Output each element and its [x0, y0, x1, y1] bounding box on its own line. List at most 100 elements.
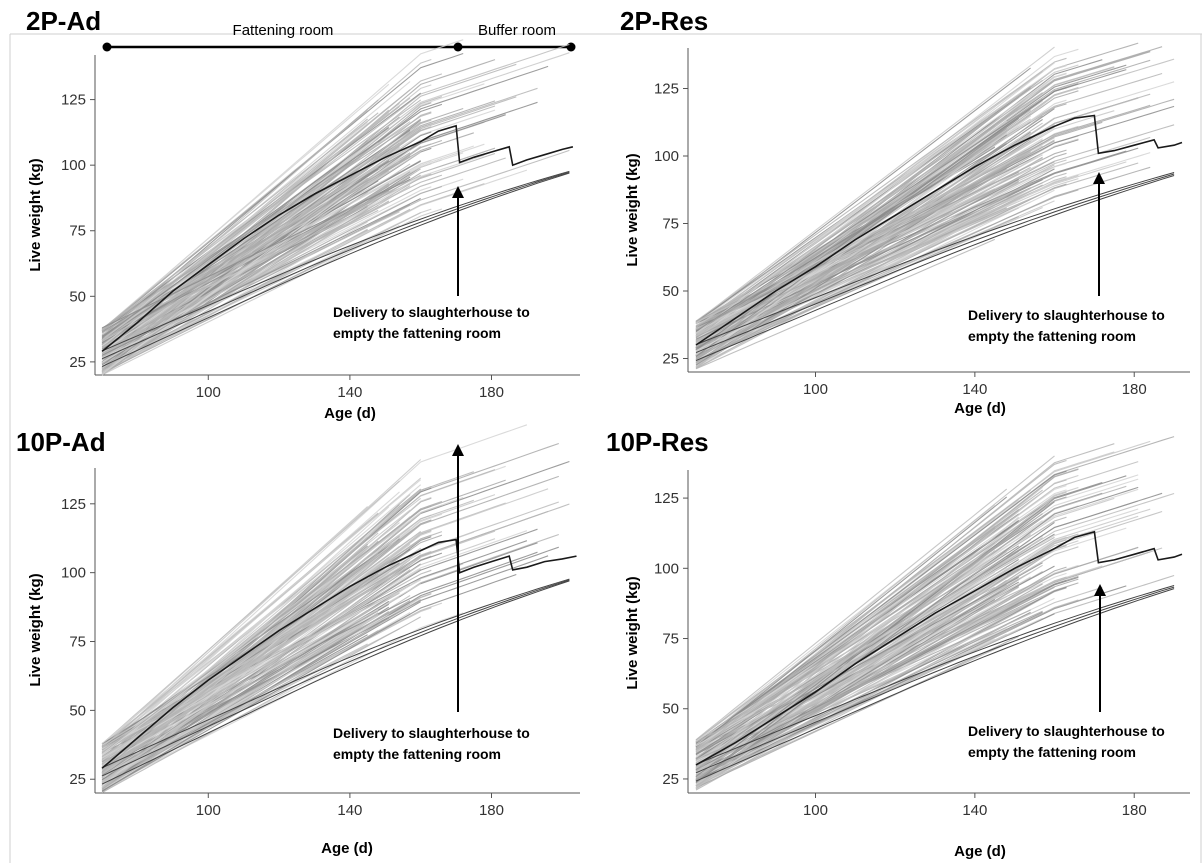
- pig-curve-lower: [101, 578, 570, 769]
- pig-curve: [695, 609, 1031, 761]
- pig-curve: [101, 607, 432, 776]
- pig-curve: [101, 491, 400, 755]
- pig-curve: [695, 586, 996, 743]
- panel-10p-res: 10P-Res 25 50 75 100 125 100 140 180 Age (d) L…: [606, 427, 1190, 860]
- y-tick-label: 50: [69, 288, 86, 305]
- pig-curve: [695, 87, 1067, 351]
- pig-curve: [695, 492, 1175, 752]
- pig-curve: [101, 39, 464, 332]
- pig-curve: [695, 147, 1139, 340]
- x-axis-label: Age (d): [954, 843, 1006, 860]
- pig-curve: [695, 443, 1115, 753]
- pig-curve: [101, 599, 379, 790]
- pig-curve: [101, 83, 390, 330]
- pig-curve: [695, 125, 996, 356]
- y-tick-label: 75: [662, 631, 679, 648]
- pig-curve: [695, 69, 1127, 332]
- individual-pig-curves: [101, 424, 570, 794]
- pig-curve: [101, 171, 411, 375]
- x-tick-label: 140: [337, 384, 362, 401]
- y-axis-label: Live weight (kg): [27, 158, 44, 271]
- fattening-room-label: Fattening room: [233, 22, 334, 39]
- pig-curve: [695, 513, 1043, 767]
- x-tick-label: 100: [196, 384, 221, 401]
- individual-pig-curves: [695, 436, 1175, 791]
- pig-curve: [695, 624, 1007, 787]
- pig-curve: [101, 129, 411, 341]
- pig-curve: [101, 99, 422, 330]
- mean-growth-line: [101, 124, 574, 353]
- pig-curve: [101, 174, 421, 341]
- pig-curve: [101, 92, 422, 332]
- x-ticks: 100 140 180: [196, 793, 504, 819]
- y-tick-label: 125: [654, 81, 679, 98]
- pig-curve: [101, 52, 464, 331]
- pig-curve-lower: [101, 580, 570, 785]
- pig-curve: [101, 546, 559, 792]
- room-marker-middle: [453, 42, 463, 52]
- arrow-head: [1094, 584, 1106, 596]
- y-tick-label: 125: [654, 490, 679, 507]
- room-timeline: Fattening room Buffer room: [102, 22, 576, 52]
- annotation-line-1: Delivery to slaughterhouse to: [333, 304, 530, 320]
- pig-curve: [101, 480, 400, 745]
- y-tick-label: 75: [69, 634, 86, 651]
- pig-curve: [101, 579, 421, 750]
- x-tick-label: 180: [479, 384, 504, 401]
- x-tick-label: 180: [1122, 381, 1147, 398]
- pig-curve: [695, 106, 996, 334]
- x-ticks: 100 140 180: [803, 372, 1147, 398]
- pig-curve: [695, 455, 1055, 746]
- pig-curve: [101, 612, 464, 790]
- pig-curve: [695, 576, 1067, 786]
- pig-curve: [101, 530, 496, 783]
- pig-curve: [101, 176, 368, 375]
- pig-curve: [695, 146, 996, 333]
- pig-curve: [101, 147, 400, 369]
- individual-pig-curves: [695, 42, 1175, 370]
- arrow-head: [1093, 172, 1105, 184]
- y-tick-label: 125: [61, 496, 86, 513]
- y-tick-label: 25: [69, 354, 86, 371]
- pig-curve: [695, 528, 1020, 772]
- delivery-arrow: [1094, 584, 1106, 712]
- pig-curve-lower: [101, 171, 570, 360]
- pig-curve: [695, 564, 1043, 773]
- pig-curve: [101, 459, 422, 750]
- pig-curve: [101, 615, 379, 784]
- pig-curve-lower: [695, 585, 1175, 765]
- pig-curve: [101, 58, 432, 341]
- x-tick-label: 100: [803, 381, 828, 398]
- mean-growth-line: [101, 538, 577, 769]
- pig-curve: [101, 226, 379, 359]
- mean-growth-line: [695, 530, 1183, 766]
- pig-curve: [695, 546, 1139, 780]
- pig-curve-lower: [695, 173, 1175, 354]
- x-tick-label: 140: [962, 802, 987, 819]
- arrow-head: [452, 444, 464, 456]
- annotation-line-1: Delivery to slaughterhouse to: [333, 725, 530, 741]
- pig-curve: [101, 543, 368, 773]
- pig-curve: [695, 496, 1008, 748]
- annotation-line-2: empty the fattening room: [968, 328, 1136, 344]
- pig-curve: [695, 87, 1031, 329]
- x-tick-label: 180: [479, 802, 504, 819]
- pig-curve: [101, 208, 443, 376]
- y-tick-label: 25: [662, 351, 679, 368]
- pig-curve: [101, 600, 390, 781]
- pig-curve: [695, 643, 1007, 787]
- y-axis-label: Live weight (kg): [27, 573, 44, 686]
- x-tick-label: 100: [803, 802, 828, 819]
- y-ticks: 25 50 75 100 125: [61, 496, 95, 788]
- pig-curve: [101, 519, 432, 766]
- pig-curve: [101, 183, 390, 368]
- y-axis-label: Live weight (kg): [624, 576, 641, 689]
- room-marker-start: [102, 42, 112, 52]
- y-ticks: 25 50 75 100 125: [654, 490, 688, 788]
- pig-curve: [695, 57, 1067, 322]
- y-tick-label: 25: [69, 771, 86, 788]
- pig-curve: [695, 238, 996, 370]
- pig-curve-lower: [695, 588, 1175, 782]
- pig-curve: [101, 112, 379, 332]
